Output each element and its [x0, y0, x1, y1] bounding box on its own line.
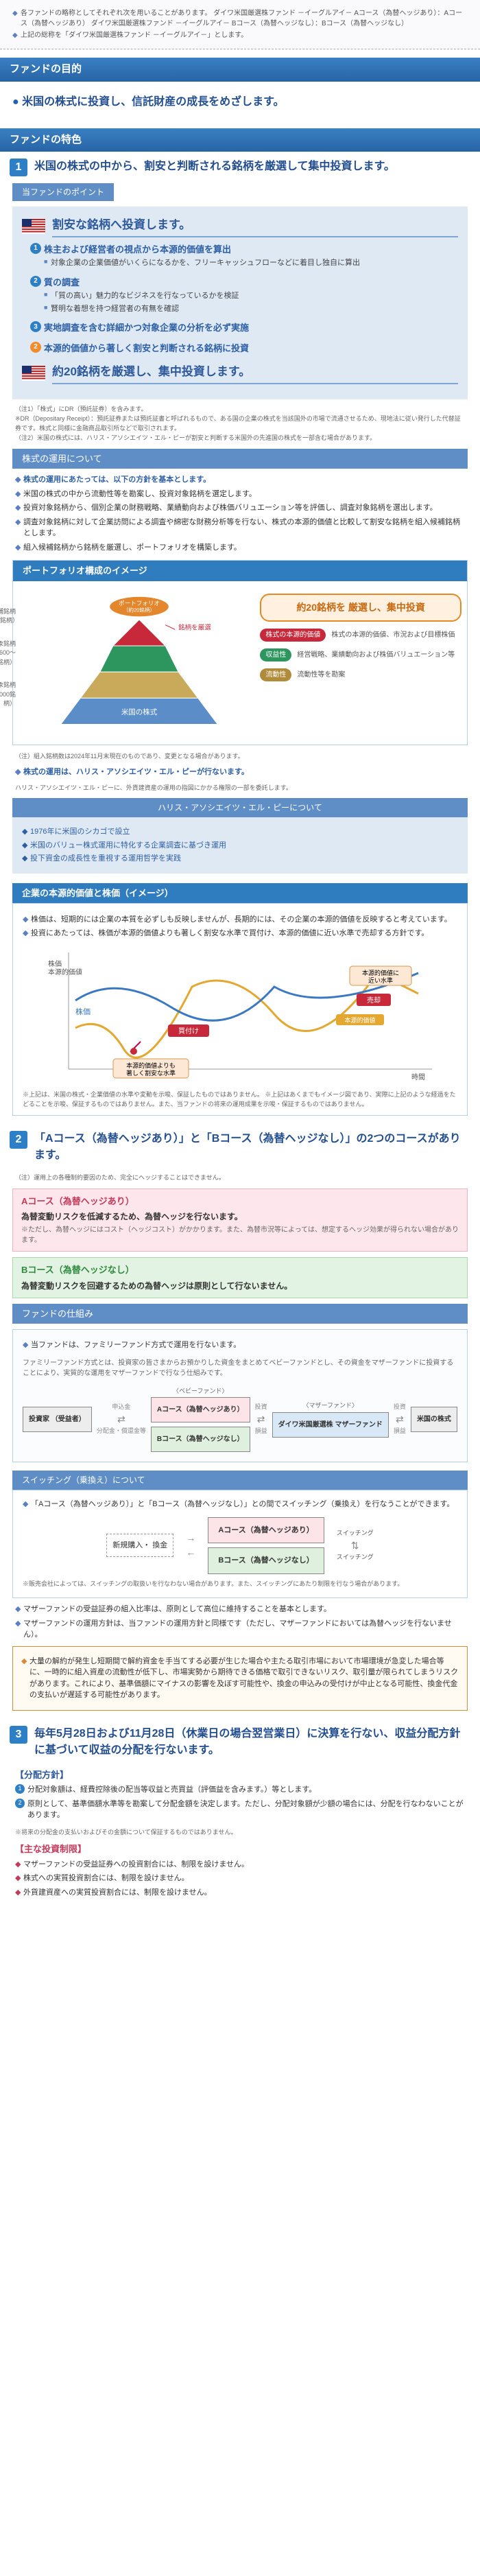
asset-box: 米国の株式	[411, 1407, 457, 1432]
intrinsic-value-chart: 株価 本源的価値 時間 株価 本源的価値よりも 著しく割安な水準 買付け 本源的…	[23, 946, 457, 1083]
pyramid-arrow-label: 銘柄を厳選	[178, 623, 211, 631]
feature-2-number: 2	[10, 1131, 27, 1149]
baby-a-box: Aコース（為替ヘッジあり）	[151, 1397, 250, 1422]
switching-title: スイッチング（乗換え）について	[12, 1471, 468, 1490]
svg-text:著しく割安な水準: 著しく割安な水準	[126, 1069, 176, 1077]
section-title-purpose: ファンドの目的	[0, 58, 480, 82]
svg-text:本源的価値に: 本源的価値に	[362, 969, 399, 976]
fund-structure: 当ファンドは、ファミリーファンド方式で運用を行ないます。 ファミリーファンド方式…	[12, 1329, 468, 1462]
svg-text:本源的価値: 本源的価値	[344, 1016, 375, 1024]
us-flag-icon	[22, 219, 45, 234]
pyramid-base-label: 米国の株式	[121, 707, 158, 716]
panel-item-num: 1	[30, 243, 41, 254]
pyramid-title: ポートフォリオ構成のイメージ	[13, 561, 467, 581]
liquidity-risk-box: 大量の解約が発生し短期間で解約資金を手当てする必要が生じた場合や主たる取引市場に…	[12, 1646, 468, 1711]
course-b: Bコース（為替ヘッジなし） 為替変動リスクを回避するための為替ヘッジは原則として…	[12, 1257, 468, 1298]
panel-1-title: 割安な銘柄へ投資します。	[52, 216, 458, 237]
harris-lead: 株式の運用は、ハリス・アソシエイツ・エル・ピーが行ないます。	[15, 766, 465, 778]
distribution-label: 【分配方針】	[15, 1768, 465, 1782]
stock-operation-content: 株式の運用にあたっては、以下の方針を基本とします。 米国の株式の中から流動性等を…	[15, 474, 465, 553]
svg-text:株価: 株価	[75, 1007, 91, 1016]
svg-text:（約20銘柄）: （約20銘柄）	[123, 606, 156, 613]
feature-3-number: 3	[10, 1726, 27, 1744]
top-notes: 各ファンドの略称としてそれぞれ次を用いることがあります。 ダイワ米国厳選株ファン…	[0, 0, 480, 49]
svg-text:ポートフォリオ: ポートフォリオ	[119, 600, 160, 607]
pyramid-svg: ポートフォリオ （約20銘柄） 米国の株式 銘柄を厳選	[43, 594, 235, 731]
switch-a: Aコース（為替ヘッジあり）	[208, 1517, 324, 1544]
constraint-list: マザーファンドの受益証券への投資割合には、制限を設けません。 株式への実質投資割…	[15, 1859, 465, 1899]
course-a: Aコース（為替ヘッジあり） 為替変動リスクを低減するため、為替ヘッジを行ないます…	[12, 1189, 468, 1252]
mother-box: ダイワ米国厳選株 マザーファンド	[272, 1412, 389, 1438]
feature-2-heading: 2 「Aコース（為替ヘッジあり）」と「Bコース（為替ヘッジなし）」の2つのコース…	[0, 1124, 480, 1168]
fund-points: 当ファンドのポイント	[12, 183, 468, 201]
svg-text:買付け: 買付け	[178, 1027, 199, 1035]
svg-text:近い水準: 近い水準	[368, 976, 393, 984]
feature-1-notes: （注1）「株式」にDR（預託証券）を含みます。 ※DR（Depositary R…	[15, 405, 465, 443]
feature-1-number: 1	[10, 159, 27, 176]
fund-mechanism-title: ファンドの仕組み	[12, 1304, 468, 1324]
harris-panel: 1976年に米国のシカゴで設立 米国のバリュー株式運用に特化する企業調査に基づき…	[12, 817, 468, 874]
us-flag-icon	[22, 366, 45, 381]
svg-text:本源的価値: 本源的価値	[48, 968, 82, 976]
mother-notes: マザーファンドの受益証券の組入比率は、原則として高位に維持することを基本とします…	[15, 1604, 465, 1641]
stock-operation-title: 株式の運用について	[12, 449, 468, 469]
constraint-label: 【主な投資制限】	[15, 1842, 465, 1856]
pyramid-bubble: 約20銘柄を 厳選し、集中投資	[260, 594, 461, 622]
pyramid-side-labels: 組入候補銘柄 （約300銘柄） 調査対象銘柄 （約600～800銘柄） 投資対象…	[0, 594, 16, 723]
feature-1-heading: 1 米国の株式の中から、割安と判断される銘柄を厳選して集中投資します。	[0, 152, 480, 180]
svg-text:時間: 時間	[411, 1073, 425, 1081]
pyramid-note: （注）組入銘柄数は2024年11月末現在のものであり、変更となる場合があります。	[15, 752, 465, 762]
harris-title: ハリス・アソシエイツ・エル・ピーについて	[12, 798, 468, 817]
feature-1-title: 米国の株式の中から、割安と判断される銘柄を厳選して集中投資します。	[34, 159, 395, 175]
top-note-1: 各ファンドの略称としてそれぞれ次を用いることがあります。 ダイワ米国厳選株ファン…	[12, 8, 468, 29]
fund-points-label: 当ファンドのポイント	[12, 183, 114, 201]
panel-1-list: 1株主および経営者の視点から本源的価値を算出 対象企業の企業価値がいくらになるか…	[30, 243, 458, 355]
svg-text:売却: 売却	[367, 996, 381, 1005]
feature-3-heading: 3 毎年5月28日および11月28日（休業日の場合翌営業日）に決算を行ない、収益…	[0, 1719, 480, 1763]
feature-1-panel: 割安な銘柄へ投資します。 1株主および経営者の視点から本源的価値を算出 対象企業…	[12, 207, 468, 399]
switch-b: Bコース（為替ヘッジなし）	[208, 1547, 324, 1574]
switch-left: 新規購入・ 換金	[106, 1534, 173, 1558]
svg-text:株価: 株価	[48, 959, 62, 968]
fund-objective: 米国の株式に投資し、信託財産の成長をめざします。	[0, 89, 480, 120]
feature-2-title: 「Aコース（為替ヘッジあり）」と「Bコース（為替ヘッジなし）」の2つのコースがあ…	[34, 1131, 470, 1164]
distribution-list: 1分配対象額は、経費控除後の配当等収益と売買益（評価益を含みます。）等とします。…	[15, 1784, 465, 1821]
portfolio-pyramid-diagram: ポートフォリオ構成のイメージ 組入候補銘柄 （約300銘柄） 調査対象銘柄 （約…	[12, 560, 468, 745]
course-boxes: Aコース（為替ヘッジあり） 為替変動リスクを低減するため、為替ヘッジを行ないます…	[12, 1189, 468, 1298]
svg-text:本源的価値よりも: 本源的価値よりも	[126, 1062, 176, 1069]
pyramid-right-panel: 約20銘柄を 厳選し、集中投資 株式の本源的価値株式の本源的価値、市況および目標…	[260, 594, 461, 731]
section-title-features: ファンドの特色	[0, 128, 480, 152]
intrinsic-value-title: 企業の本源的価値と株価（イメージ）	[12, 883, 468, 904]
baby-b-box: Bコース（為替ヘッジなし）	[151, 1427, 250, 1452]
investor-box: 投資家 （受益者）	[23, 1407, 92, 1432]
panel-2-title: 約20銘柄を厳選し、集中投資します。	[52, 363, 458, 384]
top-note-2: 上記の総称を「ダイワ米国厳選株ファンド －イーグルアイ－」とします。	[12, 30, 468, 40]
switching-body: 「Aコース（為替ヘッジあり）」と「Bコース（為替ヘッジなし）」との間でスイッチン…	[12, 1490, 468, 1598]
feature-3-title: 毎年5月28日および11月28日（休業日の場合翌営業日）に決算を行ない、収益分配…	[34, 1726, 470, 1759]
intrinsic-value-body: 株価は、短期的には企業の本質を必ずしも反映しませんが、長期的には、その企業の本源…	[12, 903, 468, 1116]
